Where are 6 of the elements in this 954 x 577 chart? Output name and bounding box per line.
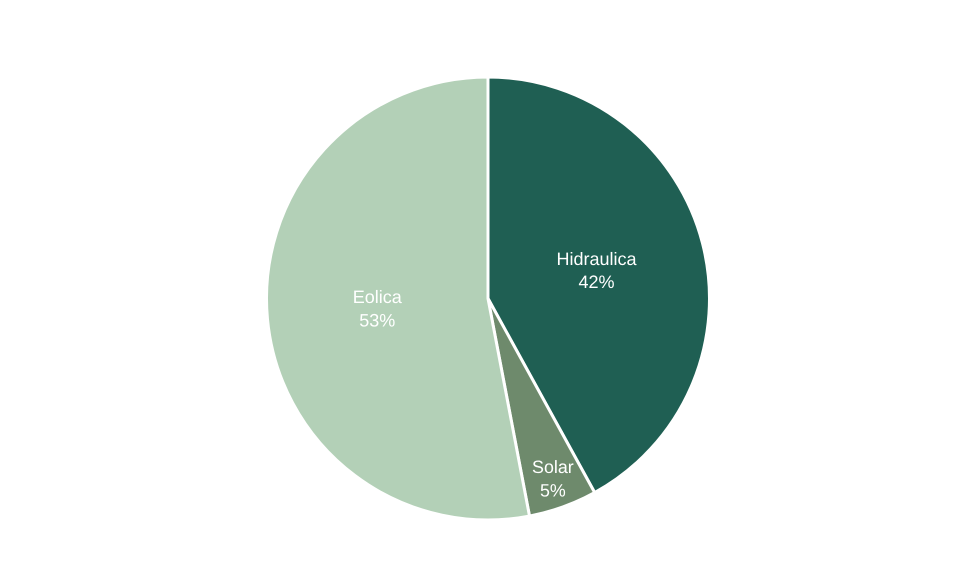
data-label: 5%	[540, 480, 566, 500]
slice-label: Hidraulica	[556, 248, 638, 269]
data-label: 42%	[578, 272, 615, 292]
slice-label: Eolica	[352, 287, 403, 308]
data-label: 53%	[359, 310, 396, 331]
slice-label: Solar	[532, 457, 574, 478]
